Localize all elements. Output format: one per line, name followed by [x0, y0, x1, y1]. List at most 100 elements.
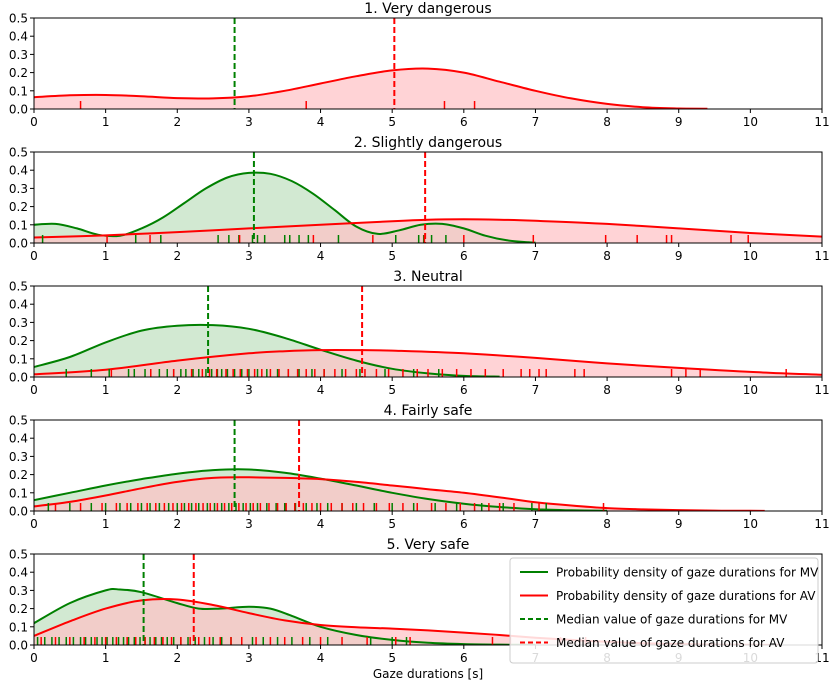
x-tick-label: 8 — [603, 517, 611, 531]
x-tick-label: 10 — [743, 115, 758, 129]
legend-box — [509, 557, 819, 664]
x-tick-label: 0 — [30, 517, 38, 531]
axes-frame — [33, 17, 823, 110]
x-tick-label: 9 — [675, 115, 683, 129]
x-tick-label: 11 — [814, 383, 829, 397]
y-tick-label: 0.5 — [9, 12, 28, 26]
y-tick-label: 0.0 — [9, 103, 28, 117]
x-tick-label: 6 — [460, 115, 468, 129]
x-tick-label: 4 — [317, 249, 325, 263]
x-tick-label: 5 — [388, 115, 396, 129]
panel-title: 3. Neutral — [393, 269, 462, 285]
y-tick-label: 0.2 — [9, 468, 28, 482]
x-tick-label: 0 — [30, 115, 38, 129]
x-tick-label: 7 — [532, 249, 540, 263]
x-tick-label: 9 — [675, 249, 683, 263]
plot-area — [34, 152, 822, 243]
density-line-av — [34, 348, 822, 376]
x-tick-label: 8 — [603, 383, 611, 397]
y-tick-label: 0.3 — [9, 182, 28, 196]
x-tick-label: 3 — [245, 249, 253, 263]
legend-label: Probability density of gaze durations fo… — [556, 589, 816, 603]
x-tick-label: 9 — [675, 517, 683, 531]
y-tick-label: 0.3 — [9, 316, 28, 330]
y-tick-label: 0.5 — [9, 280, 28, 294]
panel-title: 4. Fairly safe — [384, 403, 473, 419]
y-tick-label: 0.1 — [9, 486, 28, 500]
density-line-mv — [34, 323, 500, 377]
x-tick-label: 10 — [743, 383, 758, 397]
y-tick-label: 0.3 — [9, 584, 28, 598]
density-area-av — [34, 350, 822, 377]
plot-area — [34, 420, 765, 511]
y-tick-label: 0.5 — [9, 548, 28, 562]
y-tick-label: 0.4 — [9, 298, 28, 312]
x-tick-label: 6 — [460, 383, 468, 397]
x-tick-label: 7 — [532, 517, 540, 531]
density-line-av — [34, 476, 765, 511]
panel-title: 2. Slightly dangerous — [354, 135, 502, 151]
legend: Probability density of gaze durations fo… — [509, 557, 819, 664]
legend-label: Median value of gaze durations for AV — [556, 636, 785, 650]
y-tick-label: 0.5 — [9, 146, 28, 160]
y-tick-label: 0.1 — [9, 84, 28, 98]
x-tick-label: 2 — [173, 115, 181, 129]
x-tick-label: 8 — [603, 249, 611, 263]
x-axis-label: Gaze durations [s] — [373, 667, 483, 681]
y-tick-label: 0.2 — [9, 334, 28, 348]
plot-area — [34, 18, 708, 109]
axes-frame — [33, 553, 823, 646]
x-tick-label: 11 — [814, 115, 829, 129]
x-tick-label: 8 — [603, 115, 611, 129]
x-tick-label: 3 — [245, 383, 253, 397]
x-tick-label: 6 — [460, 249, 468, 263]
x-tick-label: 2 — [173, 249, 181, 263]
x-tick-label: 1 — [102, 249, 110, 263]
x-tick-label: 10 — [743, 249, 758, 263]
panel-2: 2. Slightly dangerous 0.0 0.1 0.2 0.3 0.4 0.5 0… — [9, 135, 830, 263]
x-tick-label: 4 — [317, 517, 325, 531]
density-line-av — [34, 218, 822, 239]
x-tick-label: 1 — [102, 651, 110, 665]
x-tick-label: 4 — [317, 115, 325, 129]
x-tick-label: 0 — [30, 383, 38, 397]
y-tick-label: 0.4 — [9, 432, 28, 446]
x-tick-label: 5 — [388, 517, 396, 531]
plot-area — [34, 286, 822, 377]
legend-label: Probability density of gaze durations fo… — [556, 566, 819, 580]
axes-frame — [33, 285, 823, 378]
x-tick-label: 7 — [532, 383, 540, 397]
y-tick-label: 0.0 — [9, 505, 28, 519]
axes-frame — [33, 419, 823, 512]
x-tick-label: 4 — [317, 383, 325, 397]
panel-5: 5. Very safe0.00.10.20.30.40.50123456789… — [9, 537, 830, 665]
x-tick-label: 5 — [388, 249, 396, 263]
x-tick-label: 2 — [173, 383, 181, 397]
y-tick-label: 0.3 — [9, 450, 28, 464]
x-tick-label: 3 — [245, 517, 253, 531]
x-tick-label: 5 — [388, 651, 396, 665]
x-tick-label: 0 — [30, 651, 38, 665]
panel-1: 1. Very dangerous 0.0 0.1 0.2 0.3 0.4 0.5 0 1 2 3 4… — [9, 1, 830, 129]
x-tick-label: 7 — [532, 115, 540, 129]
panel-3: 3. Neutral 0.0 0.1 0.2 0.3 0.4 0.5 0 1 2 3 4 5 6 7 8 9 10… — [9, 269, 830, 397]
y-tick-label: 0.1 — [9, 620, 28, 634]
x-tick-label: 1 — [102, 115, 110, 129]
panel-title: 1. Very dangerous — [364, 1, 491, 17]
x-tick-label: 10 — [743, 517, 758, 531]
x-tick-label: 4 — [317, 651, 325, 665]
y-tick-label: 0.0 — [9, 639, 28, 653]
legend-label: Median value of gaze durations for MV — [556, 613, 788, 627]
x-tick-label: 11 — [814, 517, 829, 531]
axes-frame — [33, 151, 823, 244]
y-tick-label: 0.2 — [9, 200, 28, 214]
x-tick-label: 2 — [173, 517, 181, 531]
x-tick-label: 3 — [245, 651, 253, 665]
density-line-av — [34, 67, 708, 109]
x-tick-label: 5 — [388, 383, 396, 397]
x-tick-label: 9 — [675, 383, 683, 397]
x-tick-label: 1 — [102, 383, 110, 397]
x-tick-label: 1 — [102, 517, 110, 531]
y-tick-label: 0.3 — [9, 48, 28, 62]
density-area-av — [34, 599, 779, 645]
